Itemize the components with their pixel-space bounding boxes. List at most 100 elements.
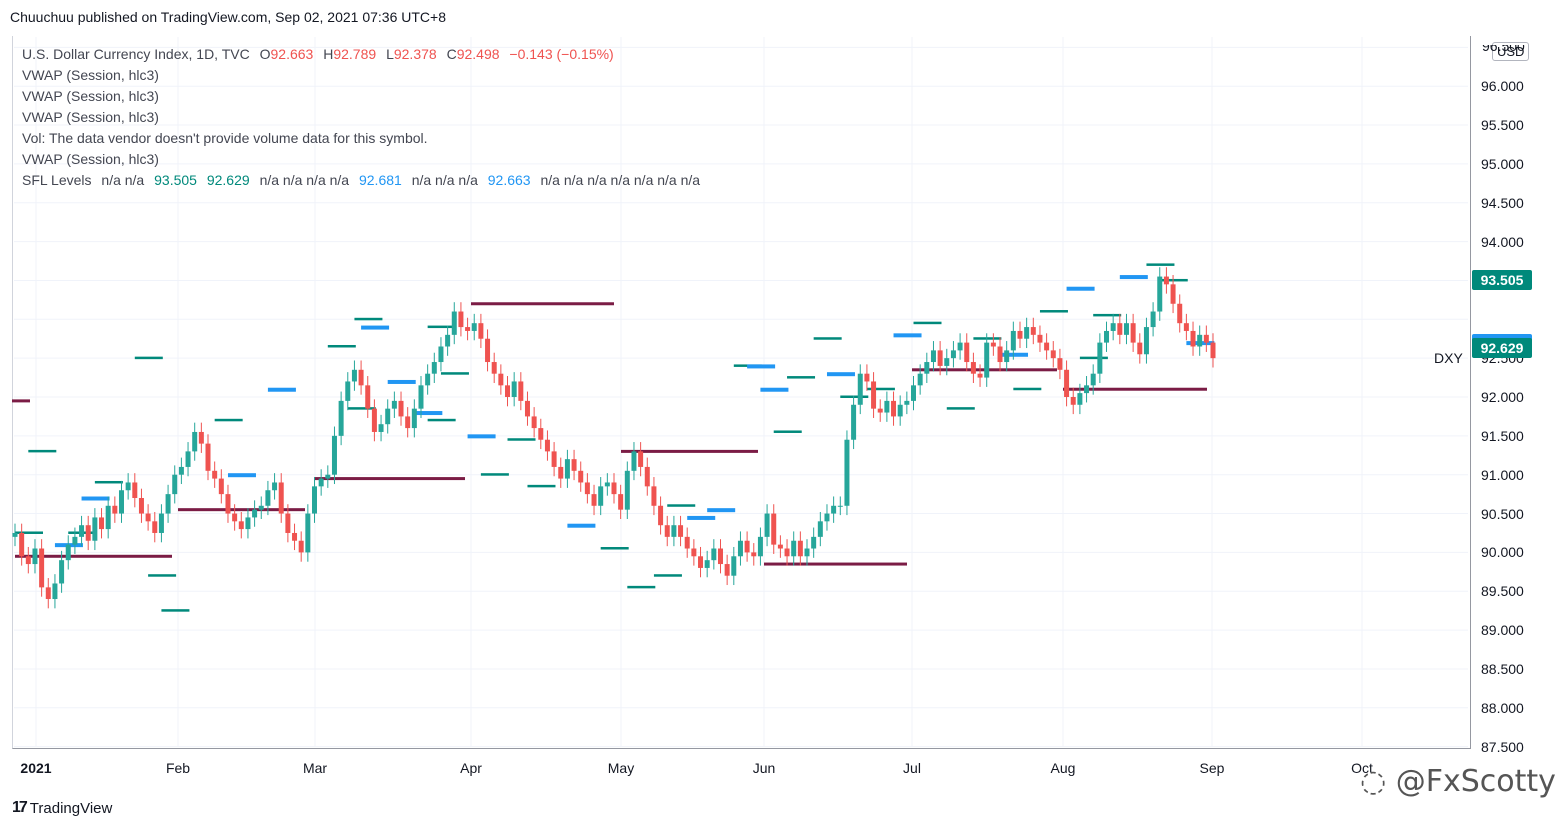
candle-body: [737, 540, 743, 557]
candle-body: [225, 494, 231, 514]
vwap-session-line: [178, 508, 305, 512]
vwap-session-line: [1063, 387, 1207, 391]
candle-body: [438, 346, 444, 363]
chart-legend: U.S. Dollar Currency Index, 1D, TVC O92.…: [22, 44, 700, 191]
candle-body: [671, 525, 677, 537]
candle-body: [851, 404, 857, 440]
currency-button[interactable]: USD: [1492, 42, 1530, 61]
sfl-level-dash: [427, 418, 456, 422]
month-label: Sep: [1199, 760, 1225, 776]
candle-body: [118, 490, 124, 514]
candle-body: [651, 486, 657, 506]
sfl-value-1: 93.505: [154, 172, 197, 188]
open-label: O: [259, 46, 271, 62]
candle-body: [12, 532, 18, 537]
candle-body: [1070, 397, 1076, 405]
tradingview-logo[interactable]: 17 TradingView: [12, 799, 112, 817]
volume-indicator[interactable]: Vol: The data vendor doesn't provide vol…: [22, 130, 428, 146]
month-label: Apr: [460, 760, 482, 776]
candle-body: [1064, 369, 1070, 397]
grid-lines: [14, 37, 1468, 748]
candle-body: [411, 408, 417, 429]
candle-body: [871, 381, 877, 409]
price-label: 94.500: [1481, 194, 1524, 211]
candle-body: [19, 532, 25, 557]
sfl-level-dash: [667, 504, 696, 507]
candle-body: [817, 521, 823, 537]
candle-body: [531, 416, 537, 429]
sfl-levels-indicator[interactable]: SFL Levels n/a n/a 93.505 92.629 n/a n/a…: [22, 170, 700, 191]
candle-body: [478, 323, 484, 339]
candle-body: [358, 369, 364, 386]
candle-body: [891, 400, 897, 417]
sfl-level-dash: [15, 531, 43, 534]
candle-body: [864, 373, 870, 382]
sfl-level-dash: [214, 418, 243, 422]
sfl-level-dash: [387, 379, 416, 384]
sfl-level-dash: [1013, 387, 1042, 391]
vwap-session-line: [15, 554, 172, 558]
sfl-level-dash: [760, 387, 789, 392]
sfl-level-dash: [148, 574, 177, 577]
candle-body: [664, 525, 670, 537]
candle-body: [1077, 393, 1083, 405]
candle-body: [1203, 334, 1209, 343]
candle-body: [1163, 276, 1169, 285]
sfl-level-dash: [773, 430, 802, 433]
sfl-level-dash: [1093, 313, 1122, 317]
candle-body: [1090, 373, 1096, 386]
chart-pane[interactable]: [12, 36, 1471, 749]
candle-body: [145, 513, 151, 522]
candle-body: [1104, 330, 1110, 343]
candle-body: [844, 439, 850, 506]
month-label: Jul: [903, 760, 921, 776]
sfl-level-dash: [327, 344, 356, 348]
candle-body: [984, 342, 990, 378]
candle-body: [1150, 311, 1156, 328]
price-label: 91.500: [1481, 427, 1524, 444]
candle-body: [764, 513, 770, 537]
candle-body: [824, 513, 830, 522]
candle-body: [837, 505, 843, 507]
wechat-icon: ◌: [1360, 764, 1387, 799]
sfl-level-dash: [787, 376, 816, 379]
candle-body: [365, 385, 371, 409]
candle-body: [52, 583, 58, 600]
sfl-level-dash: [467, 434, 496, 439]
vwap-indicator-4[interactable]: VWAP (Session, hlc3): [22, 151, 159, 167]
sfl-level-dash: [687, 515, 716, 520]
sfl-level-dash: [267, 387, 296, 392]
candle-body: [138, 498, 144, 514]
vwap-session-line: [621, 449, 758, 453]
vwap-indicator-2[interactable]: VWAP (Session, hlc3): [22, 88, 159, 104]
sfl-level-dash: [973, 337, 1002, 340]
candle-body: [1130, 323, 1136, 343]
candle-body: [1110, 323, 1116, 331]
candle-body: [678, 525, 684, 537]
symbol-line[interactable]: U.S. Dollar Currency Index, 1D, TVC O92.…: [22, 44, 700, 65]
candle-body: [265, 490, 271, 506]
vwap-indicator-3[interactable]: VWAP (Session, hlc3): [22, 109, 159, 125]
sfl-na-c: n/a n/a n/a: [411, 172, 478, 188]
candle-body: [238, 521, 244, 530]
vwap-session-line: [471, 302, 614, 306]
sfl-level-dash: [28, 449, 57, 453]
sfl-level-dash: [361, 325, 390, 330]
candle-body: [451, 311, 457, 335]
price-label: 88.000: [1481, 699, 1524, 716]
sfl-level-dash: [507, 438, 536, 441]
candle-body: [930, 350, 936, 363]
sfl-na-a: n/a n/a: [101, 172, 145, 188]
vwap-indicator-1[interactable]: VWAP (Session, hlc3): [22, 67, 159, 83]
candle-body: [598, 486, 604, 506]
open-value: 92.663: [270, 46, 314, 62]
candle-body: [698, 556, 704, 568]
candle-body: [1044, 342, 1050, 351]
candle-body: [32, 548, 38, 565]
candle-body: [1084, 385, 1090, 394]
candle-body: [338, 400, 344, 436]
candle-body: [704, 560, 710, 568]
candle-body: [811, 536, 817, 549]
candle-body: [904, 400, 910, 405]
